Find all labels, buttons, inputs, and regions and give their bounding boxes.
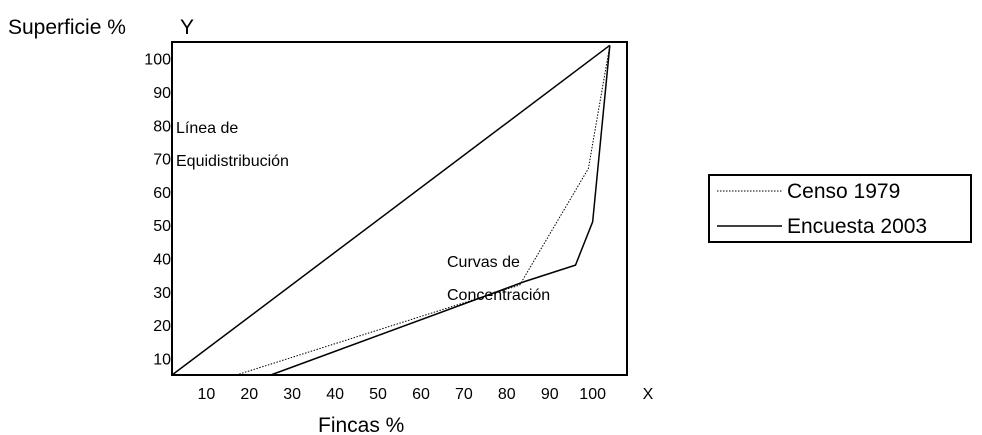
x-tick-label: 30 bbox=[283, 386, 301, 403]
series-line-encuesta-2003 bbox=[270, 45, 611, 376]
y-tick-label: 90 bbox=[153, 85, 171, 102]
x-axis-label: Fincas % bbox=[318, 414, 404, 435]
x-tick-label: 80 bbox=[498, 386, 516, 403]
x-tick-label: 60 bbox=[412, 386, 430, 403]
annotation-curves-2: Concentración bbox=[447, 287, 550, 304]
y-tick-label: 60 bbox=[153, 185, 171, 202]
series-lines bbox=[171, 44, 611, 376]
x-tick-label: 70 bbox=[455, 386, 473, 403]
series-line-censo-1979 bbox=[236, 45, 611, 376]
x-tick-label: 100 bbox=[579, 386, 606, 403]
annotation-equi-1: Línea de bbox=[176, 120, 238, 137]
legend-label-censo-1979: Censo 1979 bbox=[787, 180, 900, 203]
x-tick-label: 20 bbox=[240, 386, 258, 403]
x-tick-label: 50 bbox=[369, 386, 387, 403]
annotation-curves-1: Curvas de bbox=[447, 254, 520, 271]
x-tick-labels: 10 20 30 40 50 60 70 80 90 100 bbox=[197, 386, 606, 403]
y-tick-label: 40 bbox=[153, 251, 171, 268]
y-axis-label: Superficie % bbox=[8, 16, 126, 39]
legend-label-encuesta-2003: Encuesta 2003 bbox=[787, 215, 927, 238]
legend-box bbox=[708, 174, 972, 243]
y-tick-label: 80 bbox=[153, 118, 171, 135]
y-tick-labels: 10 20 30 40 50 60 70 80 90 100 bbox=[144, 52, 171, 369]
x-axis-symbol: X bbox=[643, 386, 654, 403]
plot-frame bbox=[171, 41, 628, 376]
legend: Censo 1979 Encuesta 2003 bbox=[708, 174, 972, 243]
y-tick-label: 10 bbox=[153, 351, 171, 368]
equidistribution-line bbox=[171, 44, 611, 376]
y-tick-label: 50 bbox=[153, 218, 171, 235]
x-tick-label: 90 bbox=[541, 386, 559, 403]
y-tick-label: 30 bbox=[153, 285, 171, 302]
annotation-equi-2: Equidistribución bbox=[176, 153, 289, 170]
x-tick-label: 40 bbox=[326, 386, 344, 403]
y-tick-label: 20 bbox=[153, 318, 171, 335]
y-axis-symbol: Y bbox=[180, 16, 194, 39]
y-tick-label: 70 bbox=[153, 152, 171, 169]
y-tick-label: 100 bbox=[144, 52, 171, 69]
x-tick-label: 10 bbox=[197, 386, 215, 403]
